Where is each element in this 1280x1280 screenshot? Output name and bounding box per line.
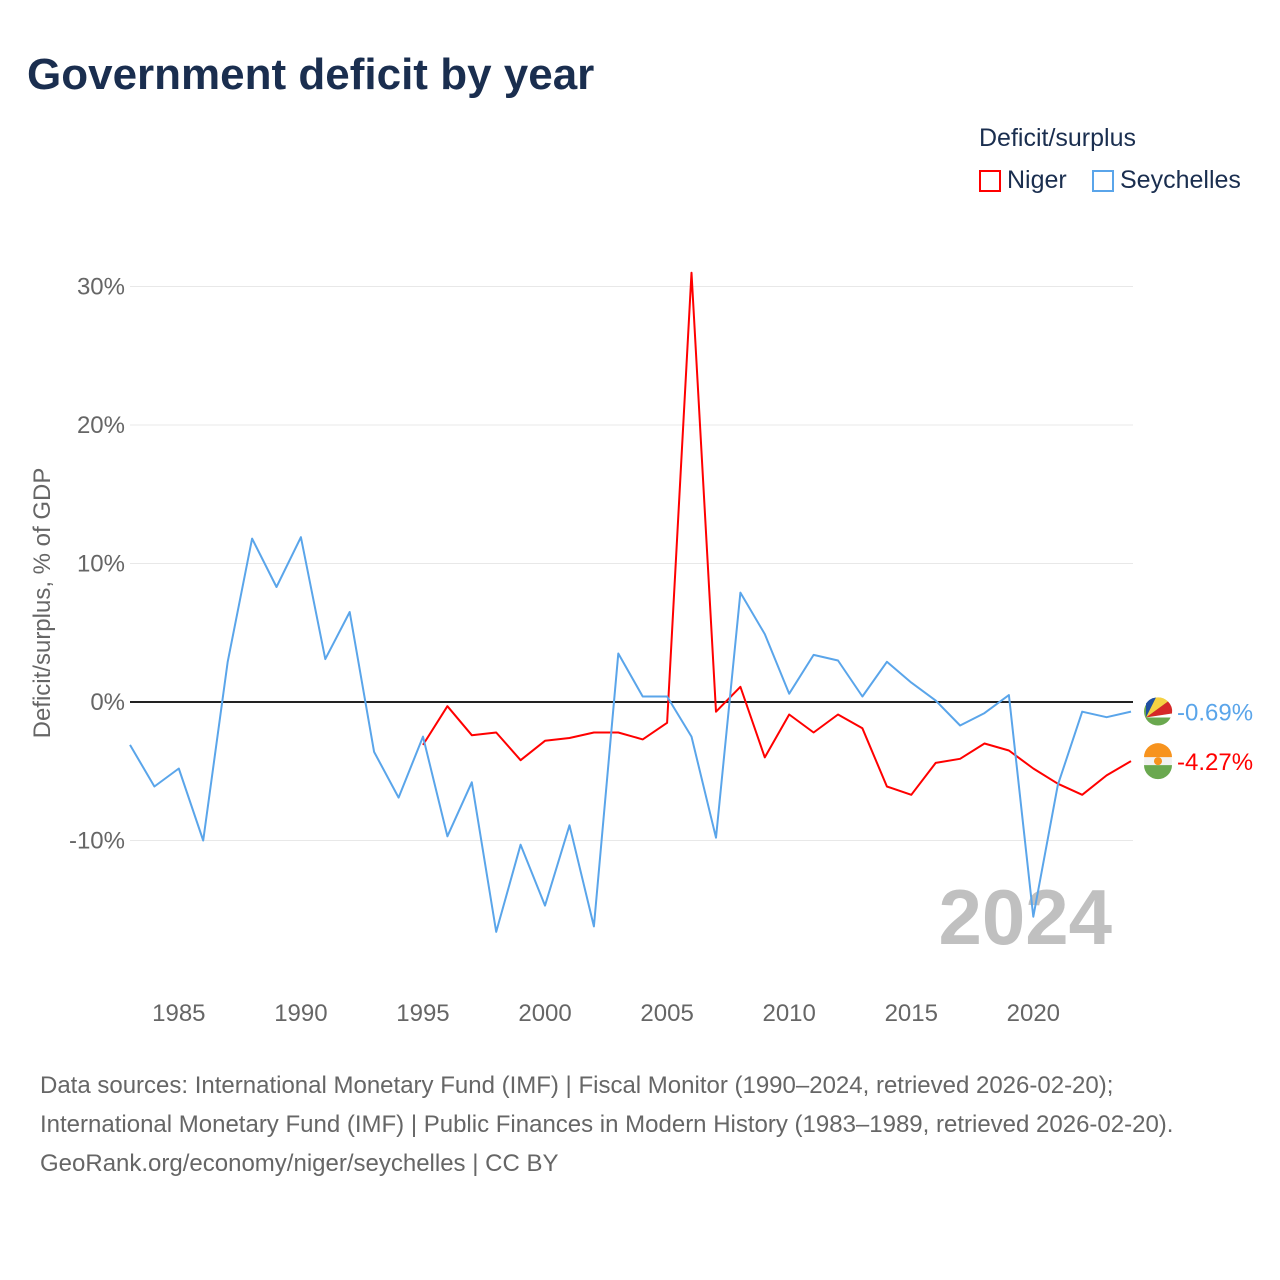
x-tick-label: 2010 <box>762 1000 815 1027</box>
x-tick-label: 1985 <box>152 1000 205 1027</box>
x-tick-label: 1990 <box>274 1000 327 1027</box>
credit-link[interactable]: GeoRank.org/economy/niger/seychelles | C… <box>40 1150 559 1177</box>
chart-title: Government deficit by year <box>27 50 595 99</box>
flag-sun <box>1154 757 1162 766</box>
legend-item-seychelles[interactable]: Seychelles <box>1092 166 1241 195</box>
flag-yellow <box>1146 697 1168 718</box>
flag-red <box>1146 701 1173 718</box>
legend-title: Deficit/surplus <box>979 124 1136 152</box>
year-watermark: 2024 <box>938 873 1112 961</box>
series-line-seychelles <box>129 536 1132 933</box>
y-axis-label: Deficit/surplus, % of GDP <box>29 468 56 739</box>
legend-item-niger[interactable]: Niger <box>979 166 1067 195</box>
series-line-niger <box>422 271 1132 796</box>
flag-niger-icon <box>1144 743 1172 780</box>
y-tick-label: 0% <box>90 689 125 716</box>
legend-label-niger: Niger <box>1007 166 1067 194</box>
y-tick-label: -10% <box>69 828 125 855</box>
legend-swatch-seychelles <box>1092 169 1114 192</box>
flag-band-green <box>1144 765 1172 780</box>
x-tick-label: 1995 <box>396 1000 449 1027</box>
y-tick-label: 20% <box>77 412 125 439</box>
footer: Data sources: International Monetary Fun… <box>40 1066 1240 1183</box>
y-tick-label: 10% <box>77 551 125 578</box>
flag-white <box>1146 713 1172 718</box>
end-label-niger: -4.27% <box>1177 749 1253 776</box>
x-tick-label: 2020 <box>1007 1000 1060 1027</box>
end-label-seychelles: -0.69% <box>1177 700 1253 727</box>
y-tick-label: 30% <box>77 274 125 301</box>
flag-band-orange <box>1144 743 1172 758</box>
legend-swatch-niger <box>979 169 1001 192</box>
legend-label-seychelles: Seychelles <box>1120 166 1241 194</box>
data-sources: Data sources: International Monetary Fun… <box>40 1072 1174 1138</box>
x-tick-label: 2015 <box>885 1000 938 1027</box>
x-tick-label: 2005 <box>640 1000 693 1027</box>
flag-seychelles-icon <box>1144 697 1173 726</box>
x-tick-label: 2000 <box>518 1000 571 1027</box>
